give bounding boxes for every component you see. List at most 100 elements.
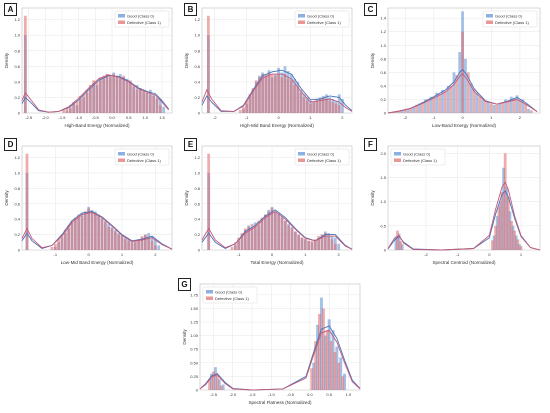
y-axis-label: Density	[4, 52, 9, 68]
y-tick-label: 1.5	[380, 175, 386, 180]
bar-defective	[145, 92, 149, 113]
y-tick-label: 0.6	[14, 201, 20, 206]
bar-defective	[501, 102, 505, 113]
bar-defective	[238, 109, 242, 113]
bar-defective	[273, 211, 277, 250]
bar-defective	[60, 234, 64, 250]
x-tick-label: 1.0	[143, 115, 149, 120]
bar-defective	[245, 100, 249, 113]
legend-label-defective: Defective (Class 1)	[127, 158, 161, 163]
bar-defective	[233, 242, 237, 250]
y-tick-label: 1.0	[14, 170, 20, 175]
y-tick-label: 1.0	[380, 43, 386, 48]
y-tick-label: 0.2	[380, 97, 386, 102]
bar-defective	[489, 103, 493, 113]
y-tick-label: 0	[196, 388, 199, 393]
legend-label-defective: Defective (Class 1)	[215, 296, 249, 301]
bar-defective	[72, 102, 76, 113]
bar-defective	[323, 233, 327, 250]
bar-defective	[328, 100, 332, 113]
bar-good	[395, 111, 399, 113]
bar-defective	[290, 228, 294, 250]
bar-defective	[85, 89, 89, 113]
bar-defective	[287, 225, 291, 250]
bar-defective	[153, 245, 157, 250]
bar-defective	[500, 191, 504, 250]
bar-defective	[283, 74, 287, 113]
bar-defective	[337, 362, 341, 390]
bar-defective	[208, 379, 212, 390]
bar-defective	[108, 75, 112, 113]
y-tick-label: 0.2	[194, 95, 200, 100]
bar-defective	[143, 234, 147, 250]
bar-defective	[267, 211, 271, 250]
bar-defective	[513, 230, 517, 250]
bar-defective	[503, 153, 507, 250]
bar-good	[397, 233, 401, 250]
y-tick-label: 0	[18, 111, 21, 116]
bar-defective	[314, 341, 318, 390]
legend-label-defective: Defective (Class 1)	[127, 20, 161, 25]
kde-line-good	[201, 209, 353, 250]
bar-defective	[120, 236, 124, 250]
bar-defective	[325, 330, 329, 390]
bar-defective	[461, 31, 464, 113]
bar-defective	[297, 234, 301, 250]
bar-defective	[95, 81, 99, 113]
bar-defective	[247, 226, 251, 250]
bar-defective	[25, 153, 29, 250]
y-tick-label: 0	[384, 248, 387, 253]
x-tick-label: 0	[461, 115, 464, 120]
bar-good	[446, 85, 450, 113]
y-tick-label: 0.8	[14, 186, 20, 191]
bar-defective	[472, 88, 476, 113]
bar-defective	[23, 15, 27, 113]
x-tick-label: 0.5	[326, 392, 332, 397]
legend-label-defective: Defective (Class 1)	[495, 20, 529, 25]
bar-defective	[152, 95, 156, 113]
panel-label-a: A	[4, 3, 17, 16]
bar-defective	[118, 78, 122, 113]
legend-swatch-defective	[298, 20, 305, 24]
bar-defective	[280, 217, 284, 250]
y-tick-label: 1.0	[380, 199, 386, 204]
legend-e: Good (Class 0) Defective (Class 1)	[294, 148, 350, 166]
y-tick-label: 1.50	[190, 306, 199, 311]
x-tick-label: -1	[456, 252, 460, 257]
bar-defective	[466, 72, 470, 113]
y-tick-label: 0.6	[14, 64, 20, 69]
bar-good	[435, 92, 439, 113]
bar-defective	[251, 88, 255, 113]
bar-defective	[321, 97, 325, 113]
x-tick-label: 0	[488, 252, 491, 257]
bar-defective	[240, 233, 244, 250]
bar-good	[452, 72, 456, 113]
bar-defective	[491, 240, 494, 250]
bar-defective	[494, 225, 498, 250]
bar-good	[337, 243, 341, 250]
legend-label-good: Good (Class 0)	[307, 151, 335, 156]
bar-good	[508, 211, 512, 250]
bar-defective	[396, 230, 399, 250]
bar-defective	[307, 240, 311, 250]
bar-defective	[140, 236, 144, 250]
bar-defective	[133, 240, 137, 250]
bar-defective	[93, 213, 97, 250]
bar-defective	[310, 368, 314, 390]
panel-label-f: F	[364, 138, 377, 151]
y-axis-label: Density	[184, 190, 189, 206]
bar-defective	[329, 341, 333, 390]
bar-good	[337, 94, 341, 113]
y-tick-label: 0.2	[14, 95, 20, 100]
legend-label-good: Good (Class 0)	[215, 289, 243, 294]
legend-box	[114, 148, 170, 166]
y-tick-label: 0.8	[14, 48, 20, 53]
bar-defective	[130, 242, 134, 250]
bar-defective	[113, 231, 117, 250]
bar-defective	[398, 110, 401, 113]
x-tick-label: 1	[520, 252, 523, 257]
bar-good	[469, 83, 473, 113]
bar-defective	[57, 239, 61, 250]
bar-defective	[264, 75, 268, 113]
